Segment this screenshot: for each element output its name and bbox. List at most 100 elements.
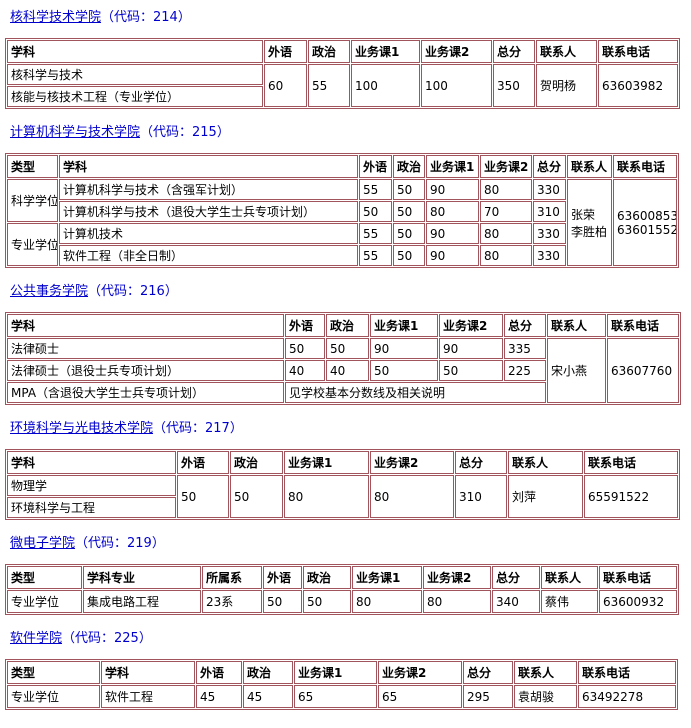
col-header-course1: 业务课1 bbox=[370, 314, 438, 337]
col-header-contact: 联系人 bbox=[514, 661, 577, 684]
table-row: MPA（含退役大学生士兵专项计划） 见学校基本分数线及相关说明 bbox=[7, 382, 679, 403]
cell-course2-score: 100 bbox=[421, 64, 492, 107]
cell-course2-score: 80 bbox=[480, 223, 532, 244]
table-row: 法律硕士 50 50 90 90 335 宋小燕 63607760 bbox=[7, 338, 679, 403]
cell-degree-type: 专业学位 bbox=[7, 685, 100, 708]
cell-politics-score: 50 bbox=[393, 179, 425, 200]
cell-contact: 蔡伟 bbox=[541, 590, 598, 613]
cell-subject: 软件工程（非全日制） bbox=[59, 245, 358, 266]
col-header-subject: 学科专业 bbox=[83, 566, 201, 589]
section-heading: 计算机科学与技术学院（代码：215） bbox=[10, 125, 683, 141]
cell-foreign-score: 40 bbox=[285, 360, 325, 381]
cell-contact: 贺明杨 bbox=[536, 64, 597, 107]
col-header-course1: 业务课1 bbox=[351, 40, 420, 63]
cell-foreign-score: 45 bbox=[196, 685, 242, 708]
cell-score-note: 见学校基本分数线及相关说明 bbox=[285, 382, 546, 403]
cell-contact: 宋小燕 bbox=[547, 338, 606, 403]
college-code: （代码：216） bbox=[88, 284, 178, 299]
section-heading: 环境科学与光电技术学院（代码：217） bbox=[10, 421, 683, 437]
cell-course1-score: 65 bbox=[294, 685, 377, 708]
col-header-total: 总分 bbox=[492, 566, 540, 589]
cell-foreign-score: 55 bbox=[359, 223, 392, 244]
cell-subject: MPA（含退役大学生士兵专项计划） bbox=[7, 382, 284, 403]
table-row: 软件工程（非全日制） 55 50 90 80 330 bbox=[7, 245, 677, 266]
cell-subject: 环境科学与工程 bbox=[7, 497, 176, 518]
cell-politics-score: 50 bbox=[303, 590, 351, 613]
college-link[interactable]: 环境科学与光电技术学院 bbox=[10, 421, 154, 436]
cell-course2-score: 80 bbox=[423, 590, 491, 613]
cell-foreign-score: 55 bbox=[359, 179, 392, 200]
cell-politics-score: 40 bbox=[326, 360, 369, 381]
section-heading: 核科学技术学院（代码：214） bbox=[10, 10, 683, 26]
col-header-contact: 联系人 bbox=[547, 314, 606, 337]
col-header-subject: 学科 bbox=[59, 155, 358, 178]
col-header-politics: 政治 bbox=[243, 661, 293, 684]
col-header-course2: 业务课2 bbox=[378, 661, 462, 684]
cell-politics-score: 50 bbox=[326, 338, 369, 359]
col-header-course1: 业务课1 bbox=[294, 661, 377, 684]
cell-foreign-score: 60 bbox=[264, 64, 307, 107]
table-row: 环境科学与工程 bbox=[7, 497, 678, 518]
cell-foreign-score: 50 bbox=[263, 590, 302, 613]
col-header-subject: 学科 bbox=[7, 40, 263, 63]
cell-phone: 63600853 63601552 bbox=[613, 179, 677, 266]
col-header-course2: 业务课2 bbox=[421, 40, 492, 63]
college-link[interactable]: 软件学院 bbox=[10, 631, 63, 646]
cell-subject: 核科学与技术 bbox=[7, 64, 263, 85]
col-header-contact: 联系人 bbox=[536, 40, 597, 63]
college-link[interactable]: 公共事务学院 bbox=[10, 284, 89, 299]
cell-contact: 张荣 李胜柏 bbox=[567, 179, 612, 266]
col-header-foreign: 外语 bbox=[177, 451, 229, 474]
header-row: 类型 学科 外语 政治 业务课1 业务课2 总分 联系人 联系电话 bbox=[7, 155, 677, 178]
col-header-course1: 业务课1 bbox=[426, 155, 479, 178]
cell-subject: 计算机技术 bbox=[59, 223, 358, 244]
cell-department: 23系 bbox=[202, 590, 262, 613]
cell-foreign-score: 55 bbox=[359, 245, 392, 266]
header-row: 学科 外语 政治 业务课1 业务课2 总分 联系人 联系电话 bbox=[7, 314, 679, 337]
cell-course2-score: 80 bbox=[370, 475, 454, 518]
cell-phone: 63600932 bbox=[599, 590, 677, 613]
cell-phone: 63607760 bbox=[607, 338, 679, 403]
cell-subject: 计算机科学与技术（含强军计划） bbox=[59, 179, 358, 200]
college-link[interactable]: 核科学技术学院 bbox=[10, 10, 102, 25]
college-section-217: 环境科学与光电技术学院（代码：217） 学科 外语 政治 业务课1 业务课2 总… bbox=[5, 421, 683, 520]
col-header-phone: 联系电话 bbox=[598, 40, 678, 63]
cell-course1-score: 90 bbox=[426, 223, 479, 244]
college-link[interactable]: 微电子学院 bbox=[10, 536, 76, 551]
cell-total-score: 330 bbox=[533, 245, 566, 266]
college-code: （代码：225） bbox=[62, 631, 152, 646]
section-heading: 微电子学院（代码：219） bbox=[10, 536, 683, 552]
col-header-course1: 业务课1 bbox=[284, 451, 369, 474]
cell-course1-score: 90 bbox=[426, 179, 479, 200]
college-code: （代码：217） bbox=[153, 421, 243, 436]
section-heading: 公共事务学院（代码：216） bbox=[10, 284, 683, 300]
table-row: 法律硕士（退役士兵专项计划） 40 40 50 50 225 bbox=[7, 360, 679, 381]
college-link[interactable]: 计算机科学与技术学院 bbox=[10, 125, 141, 140]
score-table-225: 类型 学科 外语 政治 业务课1 业务课2 总分 联系人 联系电话 专业学位 软… bbox=[5, 659, 678, 710]
cell-course1-score: 80 bbox=[352, 590, 422, 613]
col-header-politics: 政治 bbox=[308, 40, 350, 63]
cell-contact: 刘萍 bbox=[508, 475, 583, 518]
col-header-course2: 业务课2 bbox=[370, 451, 454, 474]
college-section-225: 软件学院（代码：225） 类型 学科 外语 政治 业务课1 业务课2 总分 联系… bbox=[5, 631, 683, 710]
college-section-216: 公共事务学院（代码：216） 学科 外语 政治 业务课1 业务课2 总分 联系人… bbox=[5, 284, 683, 405]
cell-total-score: 225 bbox=[504, 360, 546, 381]
cell-course2-score: 80 bbox=[480, 245, 532, 266]
cell-course2-score: 80 bbox=[480, 179, 532, 200]
col-header-department: 所属系 bbox=[202, 566, 262, 589]
cell-total-score: 295 bbox=[463, 685, 513, 708]
cell-foreign-score: 50 bbox=[359, 201, 392, 222]
col-header-type: 类型 bbox=[7, 155, 58, 178]
col-header-type: 类型 bbox=[7, 661, 100, 684]
cell-politics-score: 50 bbox=[230, 475, 283, 518]
cell-subject: 计算机科学与技术（退役大学生士兵专项计划） bbox=[59, 201, 358, 222]
col-header-politics: 政治 bbox=[303, 566, 351, 589]
cell-course2-score: 50 bbox=[439, 360, 503, 381]
cell-course1-score: 90 bbox=[426, 245, 479, 266]
col-header-total: 总分 bbox=[493, 40, 535, 63]
table-row: 科学学位 计算机科学与技术（含强军计划） 55 50 90 80 330 张荣 … bbox=[7, 179, 677, 266]
col-header-course2: 业务课2 bbox=[480, 155, 532, 178]
college-section-215: 计算机科学与技术学院（代码：215） 类型 学科 外语 政治 业务课1 业务课2… bbox=[5, 125, 683, 268]
col-header-subject: 学科 bbox=[7, 314, 284, 337]
contact-name: 张荣 bbox=[571, 207, 596, 222]
